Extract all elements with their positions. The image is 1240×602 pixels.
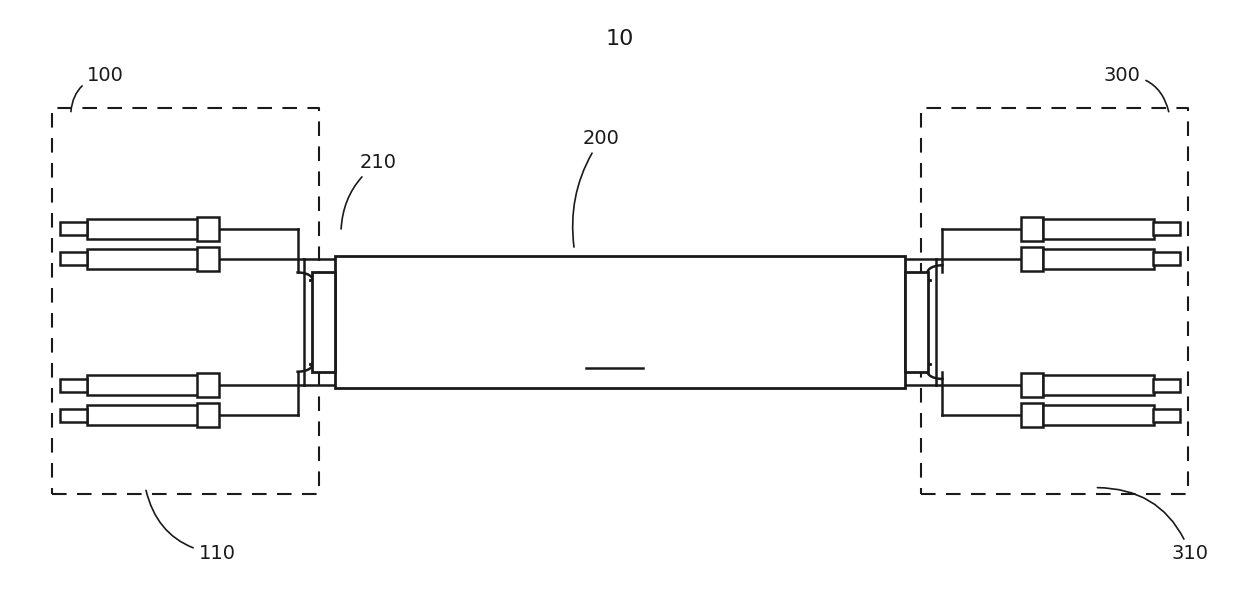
Bar (60, 252, 87, 265)
Bar (197, 217, 219, 241)
Text: 210: 210 (341, 153, 397, 229)
Bar (312, 273, 335, 371)
Text: 110: 110 (146, 490, 236, 563)
Bar (1021, 373, 1043, 397)
Bar (60, 409, 87, 422)
Bar (1021, 217, 1043, 241)
Text: 10: 10 (606, 29, 634, 49)
Bar (1043, 249, 1154, 268)
Text: 100: 100 (71, 66, 124, 111)
Bar (197, 247, 219, 271)
Bar (87, 406, 198, 425)
Bar (197, 403, 219, 427)
Bar (60, 379, 87, 392)
Bar (1153, 379, 1180, 392)
Bar (1153, 222, 1180, 235)
Bar (1153, 409, 1180, 422)
Bar (87, 376, 198, 396)
Bar (1043, 219, 1154, 238)
Bar (1153, 252, 1180, 265)
Bar (1043, 406, 1154, 425)
Bar (60, 222, 87, 235)
Bar (905, 273, 928, 371)
Text: 200: 200 (573, 129, 620, 247)
Bar (1021, 403, 1043, 427)
Bar (335, 256, 905, 388)
Bar (87, 219, 198, 238)
Text: 310: 310 (1097, 488, 1209, 563)
Bar (87, 249, 198, 268)
Text: 300: 300 (1104, 66, 1169, 111)
Bar (1043, 376, 1154, 396)
Bar (1021, 247, 1043, 271)
Bar (197, 373, 219, 397)
